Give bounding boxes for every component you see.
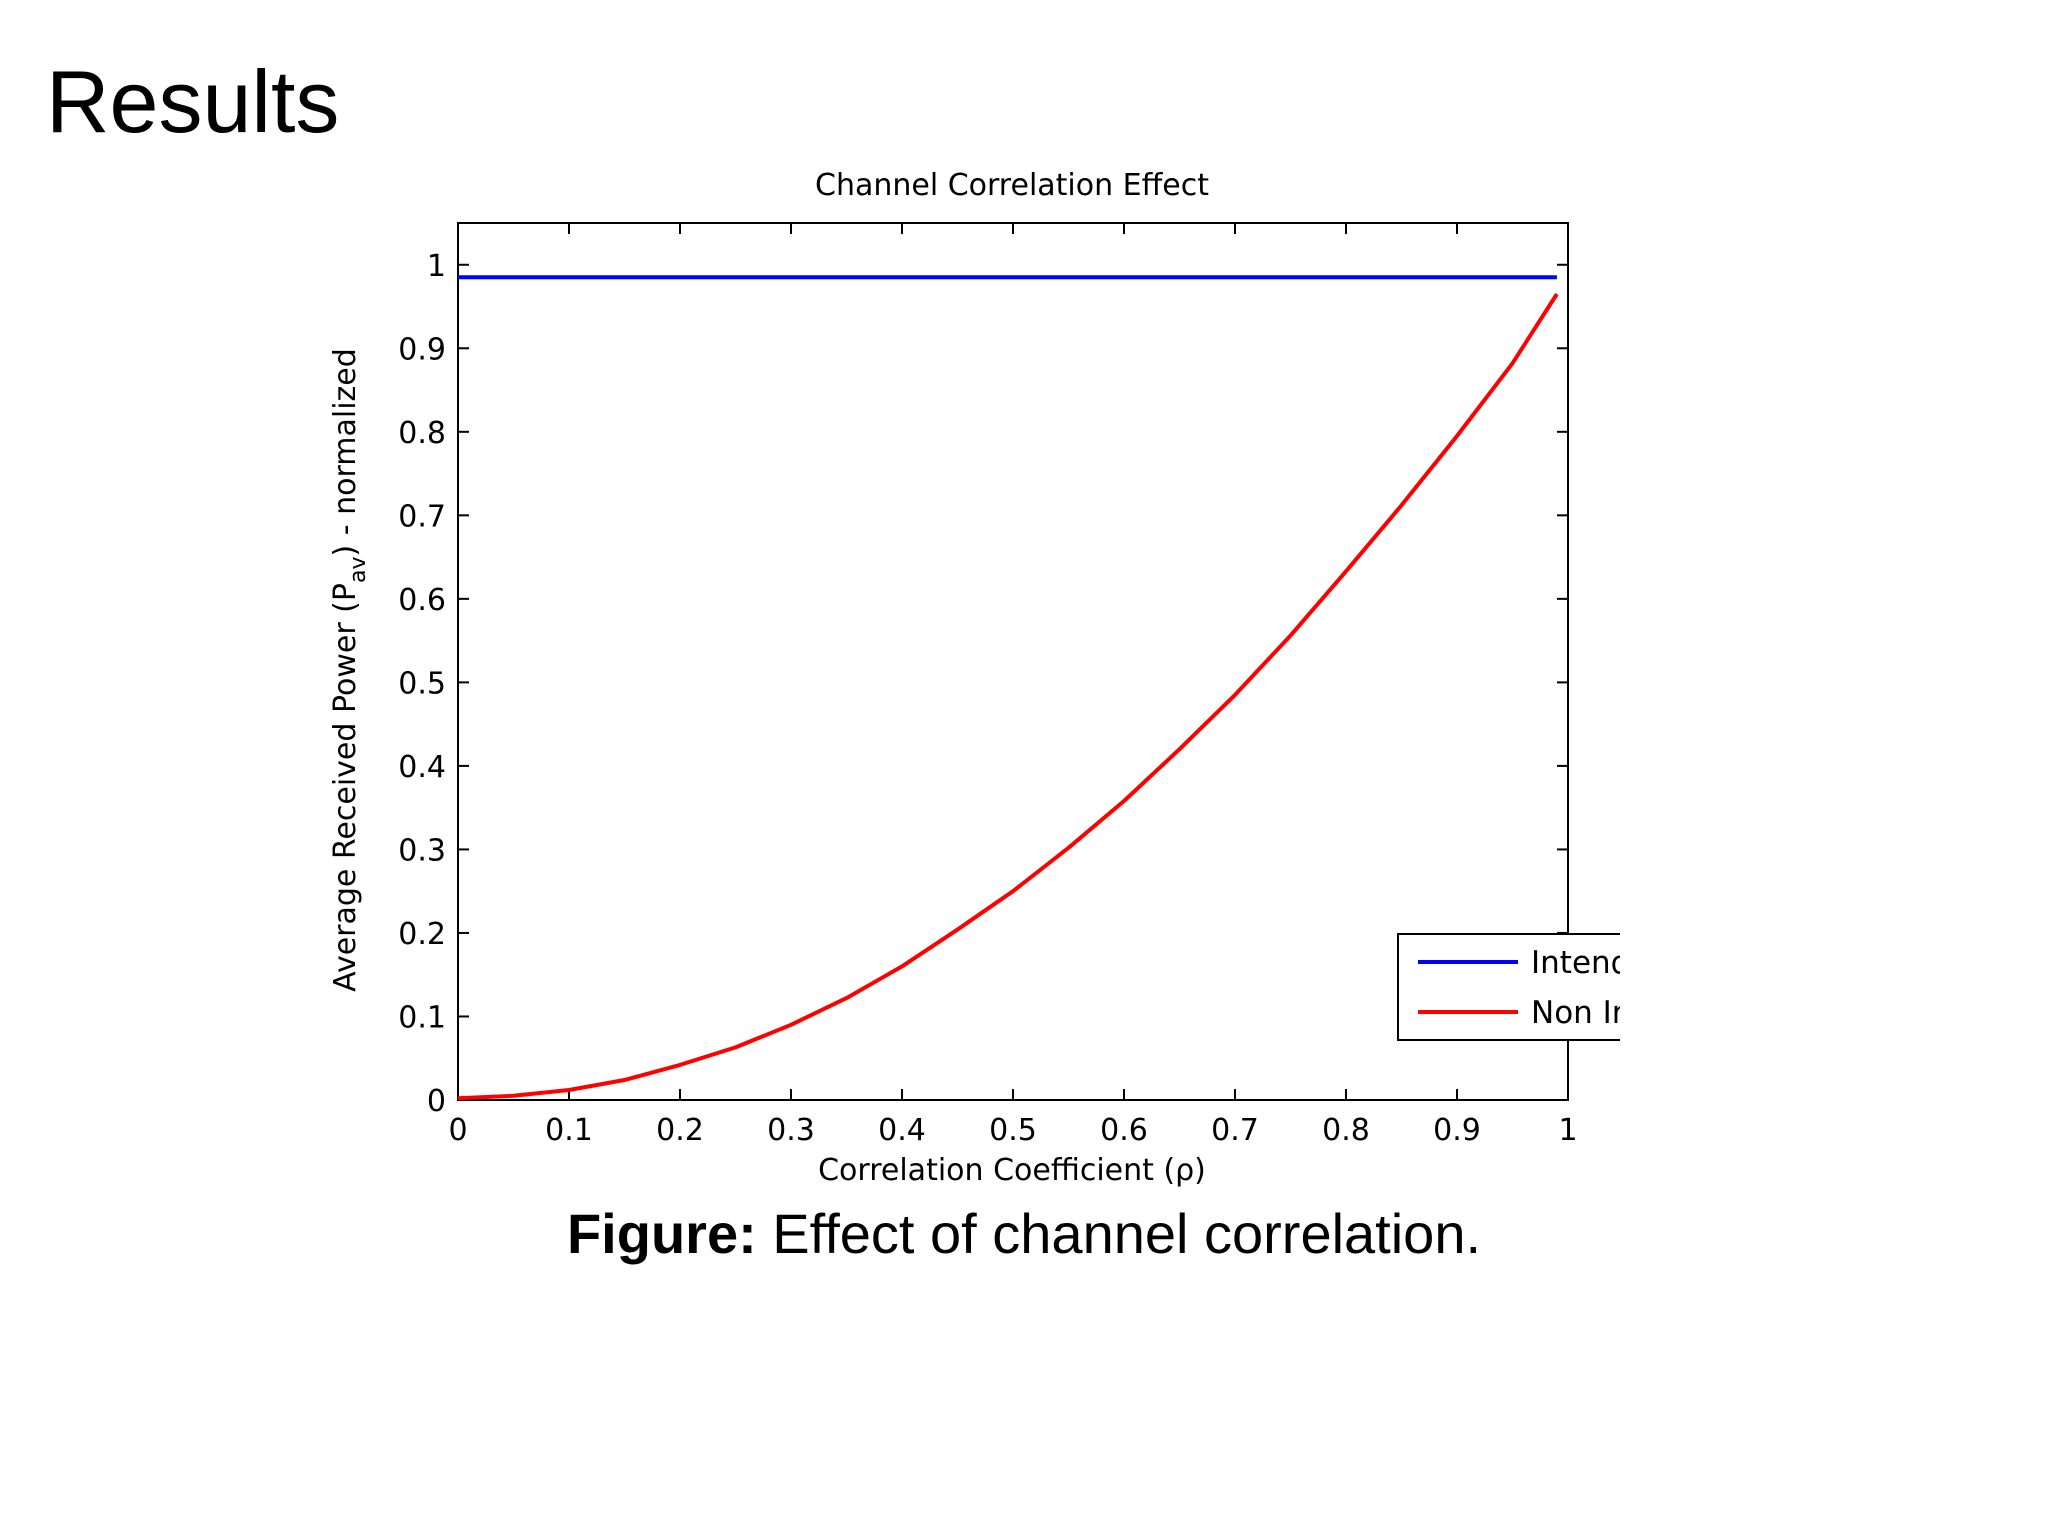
- x-tick-label: 0.6: [1100, 1113, 1148, 1148]
- legend-label: Non Intended User: [1531, 995, 1620, 1031]
- x-tick-label: 0.9: [1433, 1113, 1481, 1148]
- y-axis-label-main: Average Received Power (P: [328, 583, 363, 992]
- y-tick-label: 0.9: [398, 332, 446, 367]
- correlation-chart: Channel Correlation Effect 0 0.1 0.2 0.3 0.4…: [328, 168, 1620, 1188]
- y-tick-label: 0.1: [398, 1000, 446, 1035]
- x-tick-label: 0.8: [1322, 1113, 1370, 1148]
- series-line-non-intended-user: [457, 292, 1559, 1101]
- y-axis: 0 0.1 0.2 0.3 0.4 0.5 0.6 0.7 0.8 0.9 1: [398, 249, 1568, 1119]
- y-axis-label-subscript: av: [346, 557, 371, 584]
- chart-title: Channel Correlation Effect: [815, 168, 1209, 203]
- x-tick-label: 0.7: [1211, 1113, 1259, 1148]
- x-tick-label: 0.5: [989, 1113, 1037, 1148]
- y-tick-label: 0.2: [398, 917, 446, 952]
- x-tick-label: 0.3: [767, 1113, 815, 1148]
- legend-label: Intended User: [1531, 945, 1620, 981]
- x-tick-label: 0.1: [545, 1113, 593, 1148]
- y-axis-label: Average Received Power (Pav) - normalize…: [328, 348, 371, 992]
- plot-area: [457, 222, 1569, 1101]
- y-tick-label: 0.8: [398, 416, 446, 451]
- x-tick-label: 0.4: [878, 1113, 926, 1148]
- x-axis-label: Correlation Coefficient (ρ): [818, 1153, 1206, 1188]
- legend-box: [1397, 933, 1620, 1041]
- series-layer: [457, 275, 1559, 1101]
- legend: Intended User Non Intended User: [1397, 933, 1620, 1041]
- y-axis-label-tail: ) - normalized: [328, 348, 363, 556]
- plot-frame: [457, 222, 1569, 1101]
- caption-label: Figure:: [566, 1202, 757, 1265]
- y-tick-label: 1: [427, 249, 446, 284]
- figure-caption: Figure: Effect of channel correlation.: [0, 1200, 2048, 1267]
- x-tick-label: 0.2: [656, 1113, 704, 1148]
- y-tick-label: 0.4: [398, 750, 446, 785]
- y-tick-label: 0.5: [398, 666, 446, 701]
- x-tick-label: 1: [1558, 1113, 1577, 1148]
- x-axis: 0 0.1 0.2 0.3 0.4 0.5 0.6 0.7 0.8 0.9 1: [448, 223, 1578, 1148]
- y-tick-label: 0: [427, 1084, 446, 1119]
- y-tick-label: 0.6: [398, 583, 446, 618]
- y-tick-label: 0.3: [398, 833, 446, 868]
- slide-title: Results: [46, 52, 340, 151]
- caption-text: Effect of channel correlation.: [756, 1202, 1482, 1265]
- y-tick-label: 0.7: [398, 499, 446, 534]
- x-tick-label: 0: [448, 1113, 467, 1148]
